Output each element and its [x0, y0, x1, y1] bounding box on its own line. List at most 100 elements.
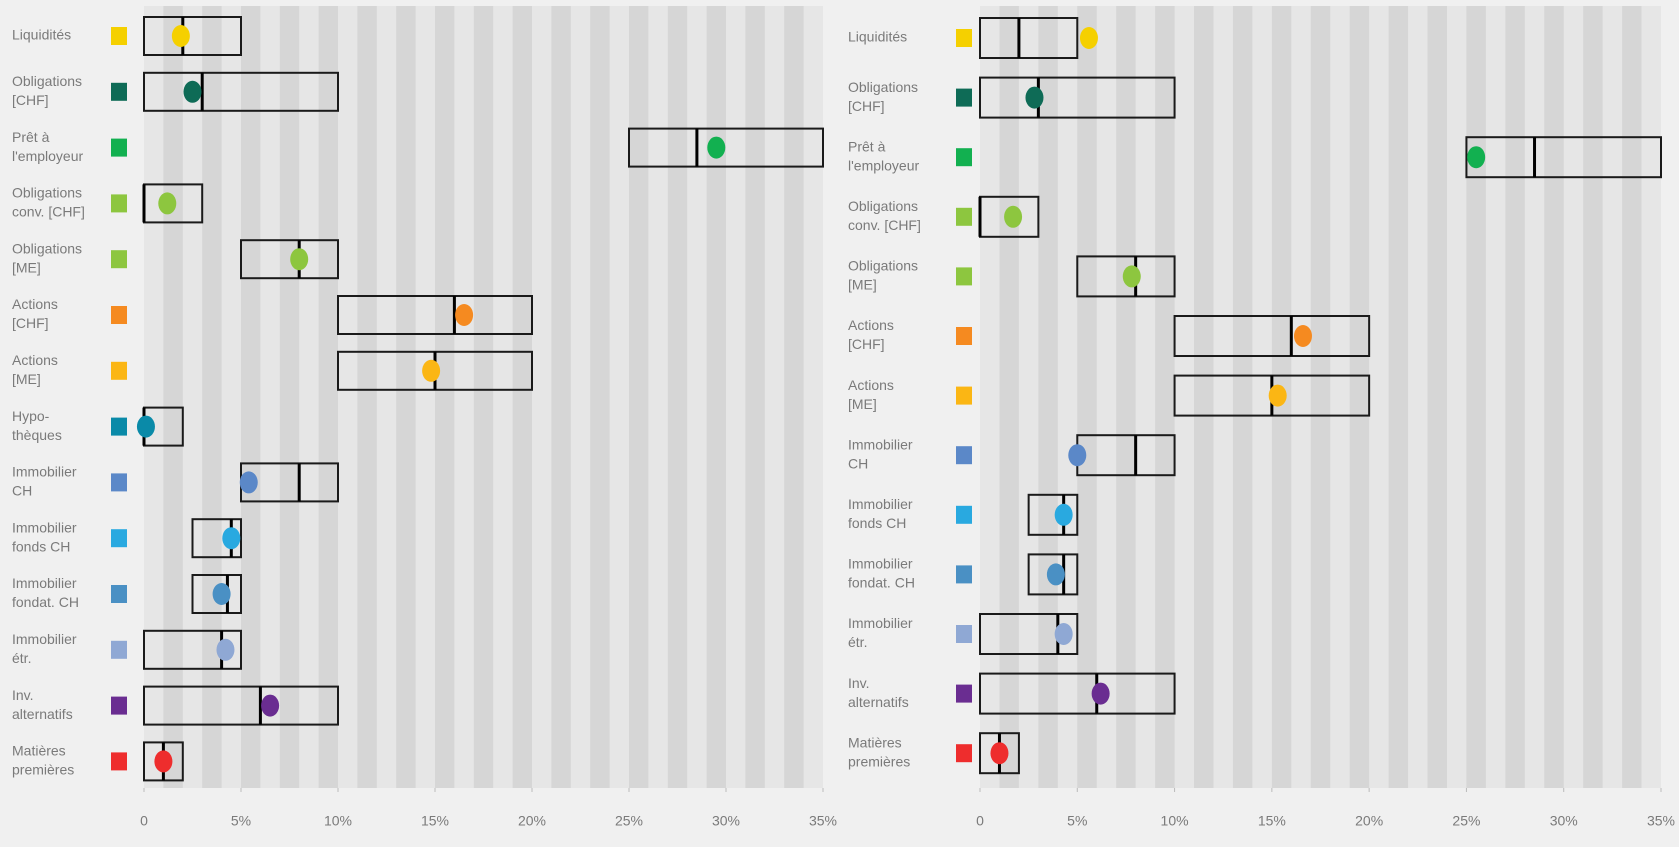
category-label: Immobilier — [848, 496, 913, 512]
category-label: Immobilier — [848, 615, 913, 631]
actual-dot — [239, 471, 258, 494]
stripe — [1155, 6, 1175, 788]
range-box — [1027, 553, 1079, 596]
legend-square — [111, 585, 127, 603]
category-label: étr. — [848, 634, 867, 650]
stripe — [1349, 6, 1370, 788]
actual-dot — [261, 694, 280, 717]
category-label: Immobilier — [12, 464, 77, 480]
range-box — [143, 629, 242, 670]
stripe — [1194, 6, 1214, 788]
range-box — [628, 127, 824, 168]
category-label: Inv. — [12, 687, 34, 703]
category-label: Obligations — [12, 240, 82, 256]
stripe — [473, 6, 494, 788]
stripe — [1505, 6, 1525, 788]
category-label: fondat. CH — [12, 594, 79, 610]
stripe — [706, 6, 726, 788]
x-tick-label: 15% — [421, 813, 449, 829]
stripe — [667, 6, 688, 788]
legend-square — [956, 327, 972, 345]
actual-dot — [1054, 623, 1073, 645]
x-tick-label: 10% — [1161, 813, 1189, 829]
actual-dot — [1467, 146, 1486, 169]
category-label: Actions — [848, 317, 894, 333]
legend-square — [956, 88, 972, 107]
category-label: Matières — [12, 743, 66, 759]
legend-square — [956, 505, 972, 524]
legend-square — [111, 417, 127, 436]
category-label: Obligations — [848, 198, 918, 214]
category-label: fonds CH — [848, 515, 906, 531]
stripe — [1077, 6, 1097, 788]
category-label: fondat. CH — [848, 575, 915, 591]
legend-square — [956, 267, 972, 286]
category-label: Immobilier — [12, 519, 77, 535]
stripe — [1038, 6, 1058, 788]
x-tick-label: 20% — [1355, 813, 1383, 829]
category-label: CH — [12, 483, 32, 499]
stripe — [1427, 6, 1447, 788]
range-box — [143, 685, 339, 726]
stripe — [202, 6, 222, 788]
stripe — [1310, 6, 1331, 788]
category-label: Matières — [848, 734, 902, 750]
actual-dot — [990, 742, 1009, 765]
range-box — [1027, 493, 1079, 536]
category-label: premières — [12, 762, 74, 778]
stripe — [1466, 6, 1486, 788]
category-label: [CHF] — [12, 92, 49, 108]
actual-dot — [1068, 444, 1087, 467]
actual-dot — [216, 638, 235, 661]
x-tick-label: 15% — [1258, 813, 1286, 829]
legend-square — [111, 361, 127, 380]
actual-dot — [1122, 265, 1141, 288]
range-box — [191, 518, 242, 559]
legend-square — [111, 529, 127, 548]
category-label: Immobilier — [848, 556, 913, 572]
x-tick-label: 25% — [1452, 813, 1480, 829]
stripe — [163, 6, 183, 788]
stripe — [1544, 6, 1564, 788]
legend-square — [111, 138, 127, 157]
category-label: Hypo- — [12, 408, 50, 424]
stripe — [745, 6, 765, 788]
x-tick-label: 10% — [324, 813, 352, 829]
legend-square — [111, 640, 127, 659]
actual-dot — [183, 80, 202, 103]
x-tick-label: 20% — [518, 813, 546, 829]
stripe — [999, 6, 1019, 788]
category-label: Obligations — [848, 258, 918, 274]
actual-dot — [1025, 86, 1044, 109]
x-tick-label: 5% — [1067, 813, 1087, 829]
category-label: [CHF] — [848, 336, 885, 352]
category-label: Prêt à — [12, 129, 50, 145]
legend-square — [111, 82, 127, 101]
category-label: [ME] — [848, 396, 877, 412]
category-label: Inv. — [848, 675, 870, 691]
category-label: [ME] — [848, 277, 877, 293]
range-box — [979, 17, 1079, 59]
category-label: fonds CH — [12, 538, 70, 554]
category-label: Liquidités — [12, 27, 71, 43]
legend-square — [111, 696, 127, 715]
range-box — [979, 76, 1176, 119]
legend-square — [956, 684, 972, 703]
stripe — [512, 6, 532, 788]
x-tick-label: 25% — [615, 813, 643, 829]
category-label: l'employeur — [12, 148, 83, 164]
category-label: alternatifs — [848, 694, 909, 710]
x-tick-label: 35% — [1647, 813, 1675, 829]
range-box — [1465, 136, 1663, 179]
category-label: Actions — [848, 377, 894, 393]
category-label: Prêt à — [848, 138, 886, 154]
category-label: [ME] — [12, 259, 41, 275]
legend-square — [956, 565, 972, 584]
actual-dot — [154, 750, 173, 773]
category-label: Immobilier — [12, 631, 77, 647]
actual-dot — [455, 304, 474, 326]
legend-square — [956, 744, 972, 763]
actual-dot — [1054, 503, 1073, 526]
range-box — [337, 295, 533, 335]
x-tick-label: 30% — [1550, 813, 1578, 829]
